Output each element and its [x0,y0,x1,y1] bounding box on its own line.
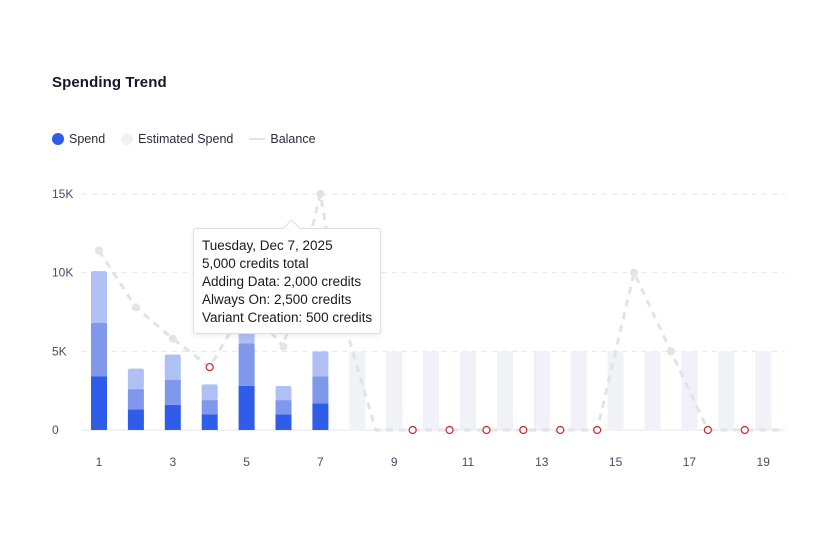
x-tick-label: 9 [391,455,398,469]
spend-bar-segment [312,403,329,430]
estimated-bar [496,351,513,430]
chart-title: Spending Trend [52,74,167,91]
legend-label-balance: Balance [270,132,316,146]
y-tick-label: 0 [52,423,59,437]
spend-bar-segment [91,323,107,377]
chart-tooltip: Tuesday, Dec 7, 2025 5,000 credits total… [193,219,382,334]
zero-balance-marker [482,425,491,435]
estimated-bar [423,351,440,430]
balance-line [97,192,782,432]
balance-point [316,190,325,198]
estimated-bar [755,351,772,430]
tooltip-always-on: Always On: 2,500 credits [202,292,352,307]
x-tick-label: 1 [96,455,103,469]
estimated-bar [681,351,698,430]
balance-point [168,334,177,343]
estimated-bar [718,351,735,430]
spend-bar-segment [91,271,107,324]
estimated-bar [386,351,403,430]
spend-bar-segment [164,404,181,430]
balance-point [279,342,288,351]
tooltip-total: 5,000 credits total [202,256,309,271]
spend-bar-segment [127,368,144,390]
zero-balance-marker [445,425,454,435]
spend-bar-segment [238,343,255,386]
zero-balance-marker [408,425,417,435]
spend-bar-segment [201,414,218,430]
balance-highlight-point [205,362,214,372]
estimated-bar [349,351,366,430]
spend-bar-segment [164,379,181,405]
estimated-legend-dot-icon [121,133,134,145]
tooltip-date: Tuesday, Dec 7, 2025 [202,238,333,253]
spend-bar-segment [275,400,292,415]
tooltip-variant-creation: Variant Creation: 500 credits [202,310,373,325]
spend-bar-segment [201,400,218,415]
balance-point [131,303,140,312]
tooltip-adding-data: Adding Data: 2,000 credits [202,274,362,289]
spend-bar-segment [127,409,144,430]
estimated-bar [570,351,587,430]
y-tick-label: 15K [52,187,73,201]
legend-item-spend[interactable]: Spend [52,132,105,146]
zero-balance-marker [556,425,565,435]
legend-label-estimated: Estimated Spend [138,132,234,146]
x-tick-label: 7 [317,455,324,469]
zero-balance-marker [740,425,749,435]
x-tick-label: 13 [535,455,549,469]
y-tick-label: 10K [52,266,73,280]
x-tick-label: 3 [169,455,176,469]
zero-balance-marker [593,425,602,435]
zero-balance-marker [519,425,528,435]
spend-bar-segment [312,351,329,377]
x-tick-label: 11 [462,455,475,469]
spend-bar-segment [275,385,292,401]
legend-item-estimated[interactable]: Estimated Spend [121,132,233,146]
legend-item-balance[interactable]: Balance [249,132,316,146]
spend-bar-segment [164,354,181,380]
balance-point [666,347,675,356]
estimated-bar [644,351,661,430]
legend-label-spend: Spend [69,132,106,146]
x-tick-label: 17 [683,455,697,469]
spend-bar-segment [201,384,218,401]
balance-legend-line-icon [249,138,266,140]
spend-legend-dot-icon [52,133,64,145]
estimated-bar [607,351,624,430]
spend-bar-segment [127,389,144,410]
estimated-bar [533,351,550,430]
balance-point [95,246,103,255]
spend-bar-segment [91,376,107,430]
estimated-bar [460,351,476,430]
x-tick-label: 19 [757,455,771,469]
spend-bar-segment [275,414,292,430]
chart-legend: Spend Estimated Spend Balance [52,132,332,146]
y-tick-label: 5K [52,344,67,358]
x-tick-label: 15 [609,455,623,469]
zero-balance-marker [703,425,712,435]
x-tick-label: 5 [243,455,250,469]
balance-point [630,268,639,277]
spend-bar-segment [238,385,255,430]
spend-bar-segment [312,376,329,404]
